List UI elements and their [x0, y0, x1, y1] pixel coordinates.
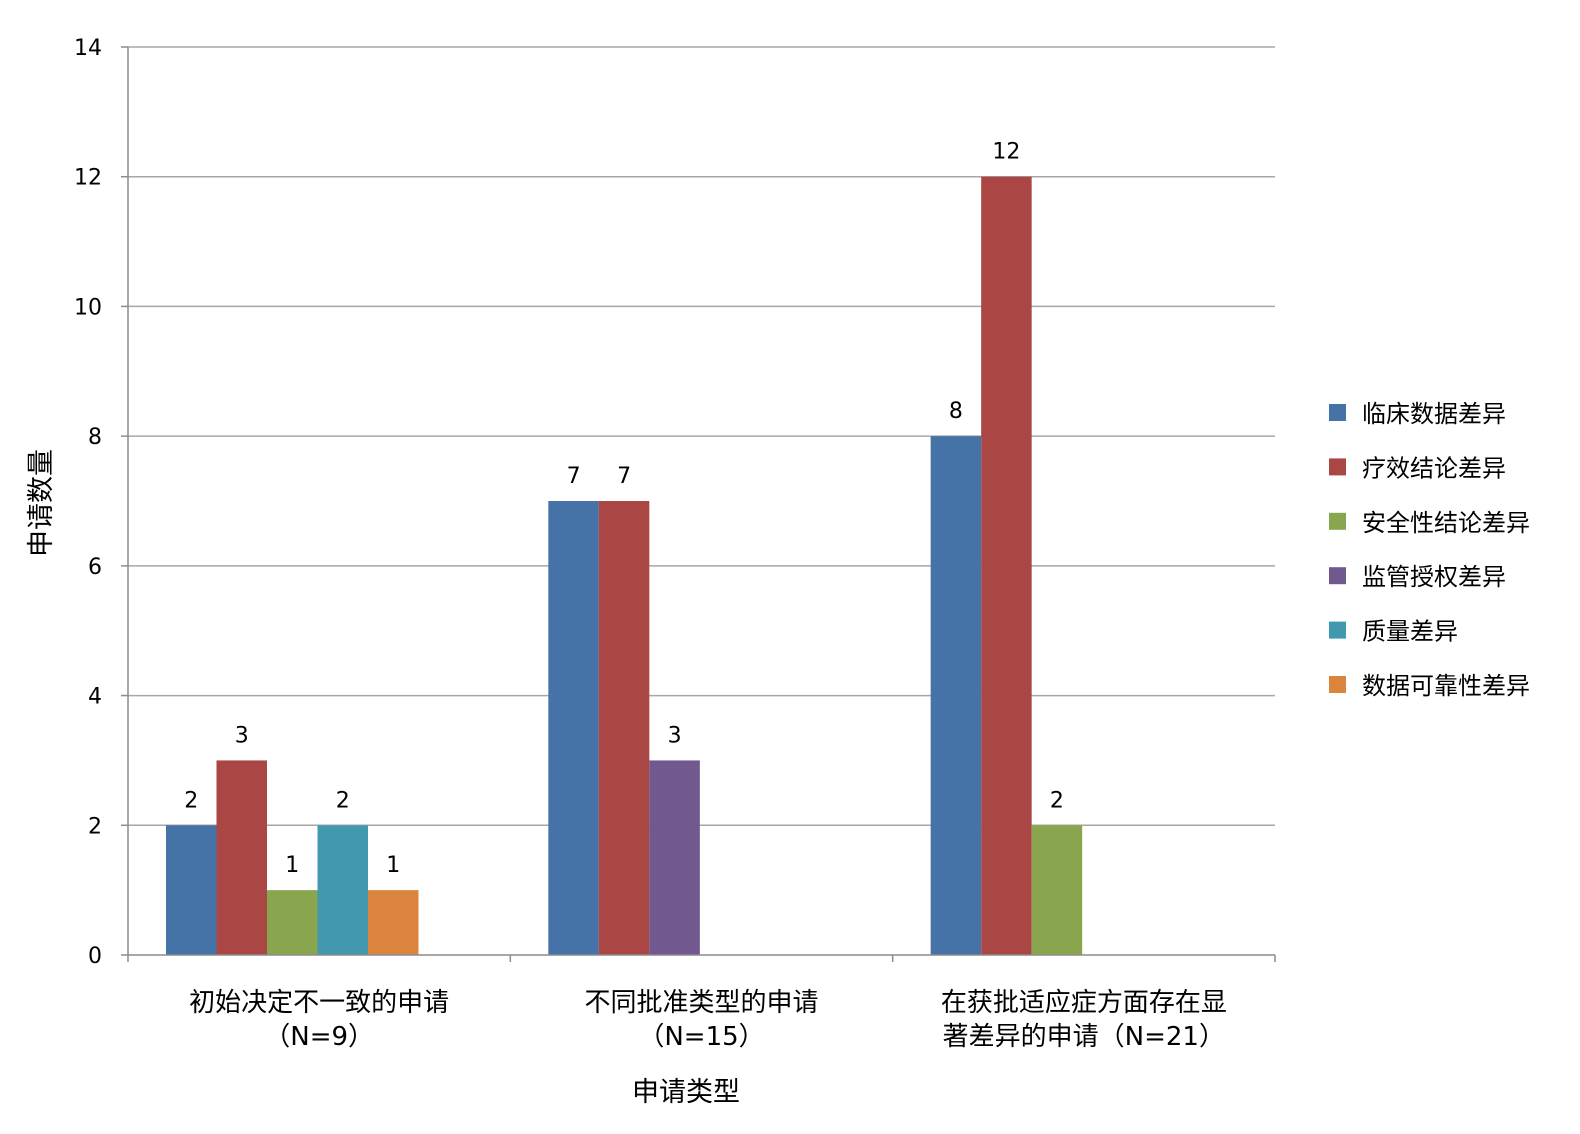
y-tick-labels: 0 2 4 6 8 10 12 14: [74, 36, 102, 969]
y-tick-label: 8: [88, 425, 102, 450]
legend-swatch: [1329, 621, 1346, 639]
bar: [930, 436, 982, 956]
legend-label: 疗效结论差异: [1362, 454, 1506, 482]
legend-label: 监管授权差异: [1362, 563, 1506, 591]
bar: [216, 760, 267, 955]
bar: [1031, 825, 1083, 955]
data-label: 8: [949, 399, 963, 424]
data-label: 2: [184, 788, 198, 813]
legend-swatch: [1329, 404, 1346, 421]
bar: [166, 825, 217, 955]
y-tick-label: 2: [88, 814, 102, 839]
x-axis-title: 申请类型: [632, 1077, 740, 1108]
data-label: 2: [336, 788, 350, 813]
category-label: （N=9）: [264, 1022, 374, 1052]
category-label: 初始决定不一致的申请: [189, 988, 449, 1018]
data-label: 7: [567, 464, 581, 489]
legend-swatch: [1329, 512, 1346, 530]
category-label: （N=15）: [638, 1022, 764, 1052]
y-axis-title: 申请数量: [26, 449, 57, 557]
bar: [368, 890, 419, 955]
legend-label: 安全性结论差异: [1362, 509, 1530, 537]
legend-label: 临床数据差异: [1362, 400, 1506, 428]
data-label: 12: [992, 140, 1020, 165]
data-label: 1: [285, 853, 299, 878]
legend-swatch: [1329, 458, 1346, 476]
data-label: 3: [235, 723, 249, 748]
x-category-labels: 初始决定不一致的申请 （N=9） 不同批准类型的申请 （N=15） 在获批适应症方面存在…: [189, 988, 1227, 1052]
legend-swatch: [1329, 567, 1346, 585]
y-tick-label: 0: [88, 944, 102, 969]
bar: [649, 760, 700, 955]
bar: [598, 501, 650, 955]
bar: [317, 825, 368, 955]
category-label: 在获批适应症方面存在显: [941, 988, 1227, 1018]
gridlines: [128, 46, 1275, 827]
data-label: 3: [668, 723, 682, 748]
y-tick-label: 4: [88, 685, 102, 710]
legend-swatch: [1329, 676, 1346, 693]
bar: [548, 501, 599, 955]
data-label: 7: [617, 464, 631, 489]
bar: [267, 890, 318, 955]
y-tick-label: 6: [88, 555, 102, 580]
axes: [121, 46, 1276, 962]
category-label: 著差异的申请（N=21）: [943, 1022, 1225, 1052]
bar: [981, 176, 1032, 955]
data-label: 2: [1050, 788, 1064, 813]
data-label: 1: [386, 853, 400, 878]
y-tick-label: 10: [74, 295, 102, 320]
bars: [166, 176, 1083, 956]
y-tick-label: 12: [74, 166, 102, 191]
category-label: 不同批准类型的申请: [584, 988, 818, 1018]
legend-label: 质量差异: [1362, 618, 1458, 646]
y-tick-label: 14: [74, 36, 102, 61]
legend-label: 数据可靠性差异: [1362, 672, 1530, 700]
